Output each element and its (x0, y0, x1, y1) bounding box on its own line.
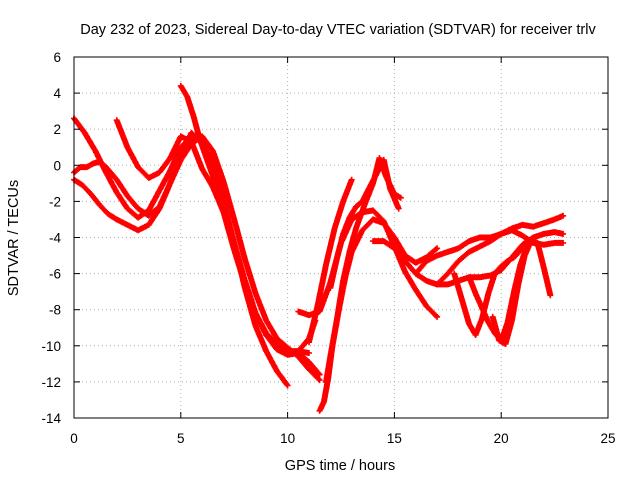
x-tick-label: 5 (177, 431, 185, 446)
series-markers (451, 245, 526, 338)
series-arc-10 (306, 176, 355, 346)
axis-ticks: 0 5 10 15 20 25 -14 -12 -10 -8 -6 -4 -2 0 2 4 6 (41, 50, 615, 446)
series-markers (327, 156, 402, 291)
series-arc-9 (327, 156, 402, 291)
y-tick-label: -10 (41, 339, 61, 354)
series-markers (489, 238, 554, 347)
y-tick-label: -4 (49, 231, 61, 246)
x-tick-label: 10 (280, 431, 295, 446)
y-tick-label: -6 (49, 267, 61, 282)
y-tick-label: 4 (53, 86, 61, 101)
series-arc-3 (71, 129, 323, 378)
y-tick-label: -14 (41, 411, 61, 426)
x-tick-label: 20 (494, 431, 509, 446)
x-tick-label: 0 (70, 431, 78, 446)
y-tick-label: -2 (49, 194, 61, 209)
grid (74, 57, 608, 418)
x-tick-label: 15 (387, 431, 402, 446)
y-tick-label: 0 (53, 158, 61, 173)
y-tick-label: 6 (53, 50, 61, 65)
y-tick-label: -12 (41, 375, 61, 390)
series-markers (306, 176, 355, 346)
x-tick-label: 25 (600, 431, 615, 446)
y-axis-label: SDTVAR / TECUs (6, 180, 22, 296)
series-markers (177, 82, 319, 355)
x-axis-label: GPS time / hours (285, 458, 395, 474)
series-markers (71, 129, 323, 378)
y-tick-label: 2 (53, 122, 61, 137)
y-tick-label: -8 (49, 303, 61, 318)
chart-title: Day 232 of 2023, Sidereal Day-to-day VTE… (80, 22, 596, 38)
series-arc-5 (177, 82, 319, 355)
data-series (71, 82, 567, 414)
series-arc-16 (489, 238, 554, 347)
series-arc-14 (451, 245, 526, 338)
